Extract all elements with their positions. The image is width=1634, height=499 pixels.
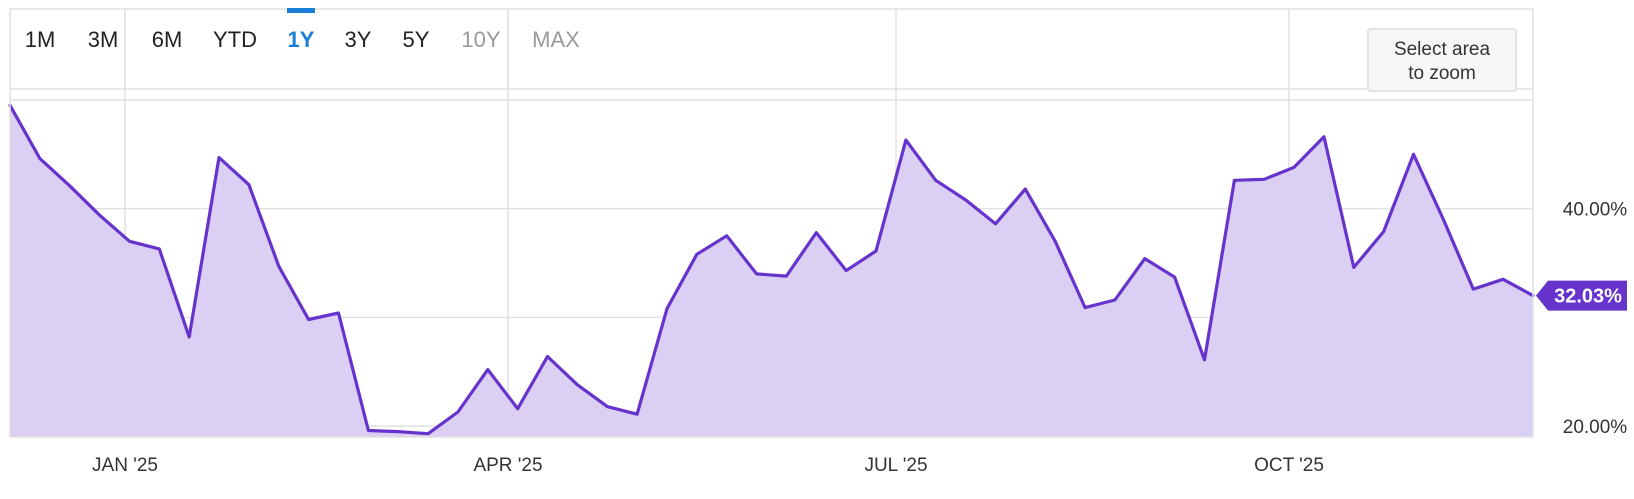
x-tick-label: APR '25	[473, 455, 542, 476]
last-value-label: 32.03%	[1554, 286, 1622, 308]
selected-indicator	[287, 8, 315, 13]
range-button-label: 6M	[152, 27, 183, 52]
x-tick-label: JAN '25	[92, 455, 158, 476]
last-value-indicator: 32.03%	[1536, 281, 1627, 311]
range-button-label: YTD	[213, 27, 257, 52]
y-tick-label: 20.00%	[1563, 417, 1628, 438]
range-button-3y[interactable]: 3Y	[332, 9, 386, 89]
range-button-label: 1M	[25, 27, 56, 52]
y-axis-labels: 20.00% 40.00%	[1563, 200, 1628, 439]
y-tick-label: 40.00%	[1563, 200, 1628, 221]
range-button-label: 5Y	[403, 27, 430, 52]
x-tick-label: JUL '25	[864, 455, 927, 476]
x-axis-labels: JAN '25 APR '25 JUL '25 OCT '25	[92, 455, 1324, 476]
zoom-hint-line2: to zoom	[1408, 63, 1476, 84]
range-button-6m[interactable]: 6M	[132, 9, 200, 89]
range-button-label: 3M	[88, 27, 119, 52]
range-button-label: MAX	[532, 27, 580, 52]
range-button-1m[interactable]: 1M	[10, 9, 70, 89]
range-button-10y: 10Y	[448, 9, 510, 89]
range-button-label: 1Y	[288, 27, 315, 52]
x-tick-label: OCT '25	[1254, 455, 1324, 476]
zoom-hint-line1: Select area	[1394, 39, 1491, 60]
range-button-3m[interactable]: 3M	[70, 9, 132, 89]
range-selector[interactable]: 1M 3M 6M YTD 1Y 3Y 5Y 10Y MAX	[10, 8, 590, 89]
series-area	[10, 105, 1533, 437]
zoom-hint: Select area to zoom	[1368, 29, 1516, 91]
range-button-max: MAX	[510, 9, 590, 89]
range-button-label: 3Y	[345, 27, 372, 52]
range-button-5y[interactable]: 5Y	[386, 9, 448, 89]
range-button-ytd[interactable]: YTD	[200, 9, 268, 89]
range-button-1y[interactable]: 1Y	[268, 8, 332, 89]
range-button-label: 10Y	[461, 27, 500, 52]
